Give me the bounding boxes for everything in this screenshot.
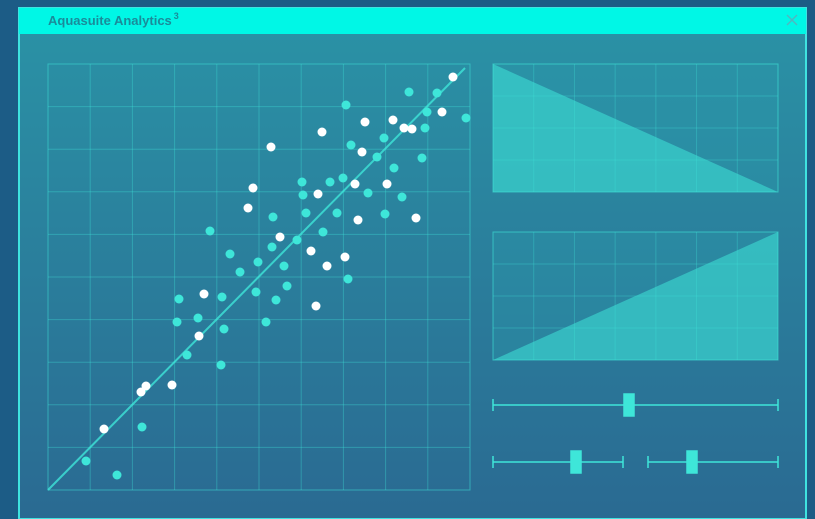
data-point: [282, 281, 292, 291]
data-point: [382, 179, 392, 189]
data-point: [136, 387, 146, 397]
window-title: Aquasuite Analytics 3: [48, 11, 179, 28]
close-button[interactable]: [786, 14, 798, 26]
data-point: [217, 292, 227, 302]
data-point: [306, 246, 316, 256]
slider-handle[interactable]: [686, 450, 698, 474]
data-point: [360, 117, 370, 127]
data-point: [317, 127, 327, 137]
data-point: [437, 107, 447, 117]
data-point: [137, 422, 147, 432]
data-point: [448, 72, 458, 82]
data-point: [271, 295, 281, 305]
sliders: [492, 393, 779, 474]
data-point: [388, 115, 398, 125]
scatter-points: [81, 72, 471, 480]
data-point: [332, 208, 342, 218]
data-point: [353, 215, 363, 225]
data-point: [193, 313, 203, 323]
data-point: [404, 87, 414, 97]
data-point: [407, 124, 417, 134]
data-point: [379, 133, 389, 143]
data-point: [363, 188, 373, 198]
data-point: [397, 192, 407, 202]
data-point: [141, 381, 151, 391]
data-point: [350, 179, 360, 189]
data-point: [235, 267, 245, 277]
data-point: [182, 350, 192, 360]
data-point: [341, 100, 351, 110]
data-point: [266, 142, 276, 152]
data-point: [172, 317, 182, 327]
data-point: [205, 226, 215, 236]
data-point: [297, 177, 307, 187]
data-point: [338, 173, 348, 183]
plot-frame: [47, 63, 471, 491]
data-point: [248, 183, 258, 193]
data-point: [389, 163, 399, 173]
data-point: [251, 287, 261, 297]
data-point: [346, 140, 356, 150]
data-point: [417, 153, 427, 163]
data-point: [292, 235, 302, 245]
data-point: [99, 424, 109, 434]
data-point: [81, 456, 91, 466]
data-point: [313, 189, 323, 199]
plot-grid: [47, 63, 471, 491]
data-point: [411, 213, 421, 223]
data-point: [219, 324, 229, 334]
data-point: [380, 209, 390, 219]
triangle: [493, 232, 778, 360]
data-point: [301, 208, 311, 218]
data-point: [243, 203, 253, 213]
data-point: [167, 380, 177, 390]
data-point: [298, 190, 308, 200]
data-point: [199, 289, 209, 299]
data-point: [261, 317, 271, 327]
slider-handle[interactable]: [570, 450, 582, 474]
data-point: [372, 152, 382, 162]
side-panels: [492, 63, 779, 361]
data-point: [311, 301, 321, 311]
data-point: [420, 123, 430, 133]
trend-line: [47, 67, 466, 491]
data-point: [194, 331, 204, 341]
data-point: [268, 212, 278, 222]
triangle: [493, 64, 778, 192]
data-point: [343, 274, 353, 284]
data-point: [216, 360, 226, 370]
data-point: [275, 232, 285, 242]
data-point: [322, 261, 332, 271]
data-point: [225, 249, 235, 259]
data-point: [399, 123, 409, 133]
data-point: [267, 242, 277, 252]
data-point: [432, 88, 442, 98]
title-superscript: 3: [174, 11, 179, 21]
data-point: [279, 261, 289, 271]
title-bar: [19, 8, 806, 34]
data-point: [340, 252, 350, 262]
data-point: [253, 257, 263, 267]
data-point: [461, 113, 471, 123]
data-point: [174, 294, 184, 304]
data-point: [325, 177, 335, 187]
data-point: [112, 470, 122, 480]
title-text: Aquasuite Analytics: [48, 13, 172, 28]
data-point: [357, 147, 367, 157]
slider-handle[interactable]: [623, 393, 635, 417]
data-point: [422, 107, 432, 117]
data-point: [318, 227, 328, 237]
